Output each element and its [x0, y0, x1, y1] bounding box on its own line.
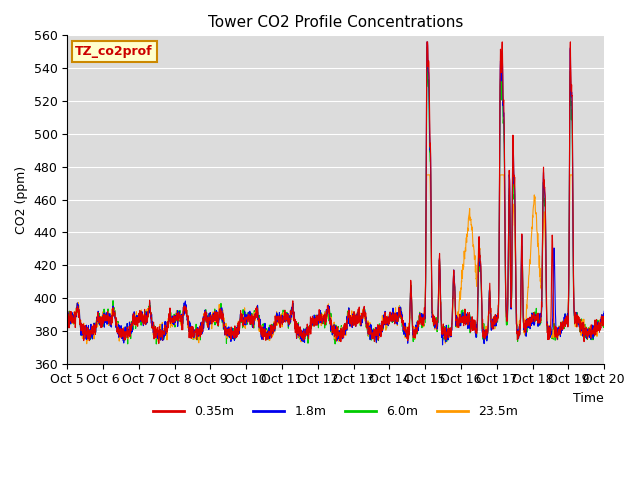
6.0m: [63, 312, 71, 317]
0.35m: [554, 335, 561, 341]
Line: 23.5m: 23.5m: [67, 175, 604, 344]
6.0m: [363, 326, 371, 332]
Y-axis label: CO2 (ppm): CO2 (ppm): [15, 166, 28, 234]
1.8m: [363, 323, 371, 329]
23.5m: [568, 172, 576, 178]
23.5m: [554, 337, 561, 343]
23.5m: [213, 318, 221, 324]
23.5m: [351, 319, 359, 325]
6.0m: [600, 316, 608, 322]
6.0m: [213, 312, 221, 317]
6.0m: [423, 44, 431, 50]
Line: 6.0m: 6.0m: [67, 47, 604, 344]
Line: 0.35m: 0.35m: [67, 42, 604, 343]
0.35m: [363, 323, 371, 329]
1.8m: [213, 320, 221, 325]
23.5m: [63, 310, 71, 316]
6.0m: [492, 317, 500, 323]
23.5m: [492, 316, 500, 322]
1.8m: [600, 309, 608, 314]
6.0m: [351, 314, 359, 320]
0.35m: [568, 93, 576, 98]
1.8m: [554, 333, 561, 338]
1.8m: [423, 39, 431, 45]
1.8m: [568, 104, 576, 110]
Legend: 0.35m, 1.8m, 6.0m, 23.5m: 0.35m, 1.8m, 6.0m, 23.5m: [148, 400, 524, 423]
Text: TZ_co2prof: TZ_co2prof: [76, 45, 153, 58]
23.5m: [423, 172, 431, 178]
0.35m: [600, 314, 608, 320]
0.35m: [423, 39, 431, 45]
6.0m: [568, 119, 576, 124]
1.8m: [492, 323, 500, 329]
0.35m: [155, 340, 163, 346]
0.35m: [63, 312, 71, 318]
0.35m: [213, 310, 221, 315]
1.8m: [351, 314, 359, 320]
6.0m: [554, 329, 561, 335]
1.8m: [63, 314, 71, 320]
23.5m: [600, 318, 608, 324]
23.5m: [83, 341, 90, 347]
0.35m: [351, 320, 359, 325]
Title: Tower CO2 Profile Concentrations: Tower CO2 Profile Concentrations: [208, 15, 463, 30]
X-axis label: Time: Time: [573, 392, 604, 405]
Line: 1.8m: 1.8m: [67, 42, 604, 345]
1.8m: [438, 342, 446, 348]
6.0m: [152, 341, 160, 347]
0.35m: [492, 320, 500, 325]
23.5m: [363, 325, 371, 331]
